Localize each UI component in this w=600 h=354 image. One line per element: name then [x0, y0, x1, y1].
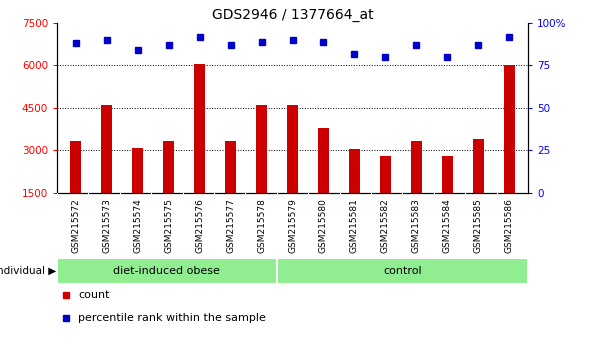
Text: count: count	[78, 290, 110, 301]
Bar	[411, 141, 422, 193]
Bar	[256, 105, 267, 193]
Text: GSM215574: GSM215574	[133, 198, 142, 253]
Text: GSM215581: GSM215581	[350, 198, 359, 253]
Text: GSM215583: GSM215583	[412, 198, 421, 253]
Bar	[132, 148, 143, 193]
Bar	[504, 65, 515, 193]
Bar	[380, 156, 391, 193]
Text: individual ▶: individual ▶	[0, 266, 56, 276]
Text: GSM215580: GSM215580	[319, 198, 328, 253]
Text: GSM215584: GSM215584	[443, 198, 452, 253]
Text: GSM215579: GSM215579	[288, 198, 297, 253]
Text: GSM215582: GSM215582	[381, 198, 390, 253]
Text: GSM215586: GSM215586	[505, 198, 514, 253]
Bar	[277, 258, 528, 284]
Title: GDS2946 / 1377664_at: GDS2946 / 1377664_at	[212, 8, 373, 22]
Bar	[473, 139, 484, 193]
Bar	[349, 149, 360, 193]
Text: GSM215573: GSM215573	[102, 198, 111, 253]
Text: GSM215578: GSM215578	[257, 198, 266, 253]
Text: GSM215585: GSM215585	[474, 198, 483, 253]
Text: percentile rank within the sample: percentile rank within the sample	[78, 313, 266, 324]
Bar	[57, 258, 277, 284]
Text: diet-induced obese: diet-induced obese	[113, 266, 220, 276]
Bar	[163, 141, 174, 193]
Bar	[287, 105, 298, 193]
Text: GSM215576: GSM215576	[195, 198, 204, 253]
Bar	[225, 141, 236, 193]
Bar	[70, 141, 81, 193]
Bar	[442, 156, 453, 193]
Bar	[194, 64, 205, 193]
Text: GSM215575: GSM215575	[164, 198, 173, 253]
Text: control: control	[383, 266, 422, 276]
Bar	[318, 128, 329, 193]
Text: GSM215577: GSM215577	[226, 198, 235, 253]
Text: GSM215572: GSM215572	[71, 198, 80, 253]
Bar	[101, 105, 112, 193]
